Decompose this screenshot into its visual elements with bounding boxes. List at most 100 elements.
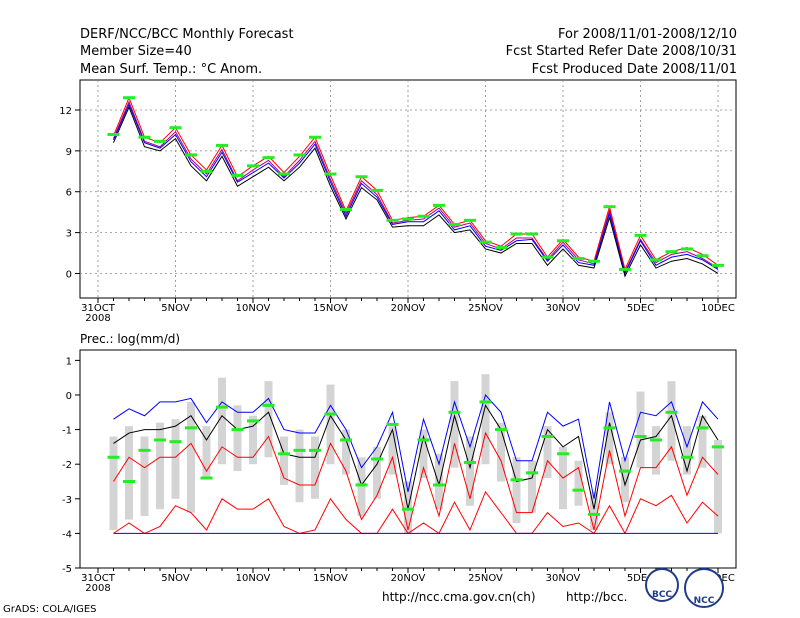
- member-size: Member Size=40: [80, 44, 192, 59]
- x-year-label: 2008: [85, 583, 110, 594]
- x-tick-label: 20NOV: [391, 573, 426, 584]
- spread-box: [326, 384, 335, 465]
- spread-box: [249, 415, 257, 465]
- spread-box: [667, 381, 676, 461]
- observed-marker: [603, 205, 616, 209]
- series-line-ensemble-mean: [113, 105, 719, 278]
- variable-label: Mean Surf. Temp.: °C Anom.: [80, 62, 263, 77]
- observed-marker: [200, 169, 213, 173]
- observed-marker: [541, 255, 554, 259]
- x-tick-label: 10NOV: [236, 573, 271, 584]
- observed-marker: [479, 400, 492, 404]
- observed-marker: [169, 126, 182, 130]
- y-tick-label: -5: [62, 564, 72, 575]
- y-tick-label: 6: [66, 188, 72, 199]
- y-tick-label: 12: [59, 106, 72, 117]
- observed-marker: [510, 478, 523, 482]
- observed-marker: [712, 445, 724, 449]
- spread-box: [574, 460, 583, 506]
- observed-marker: [464, 218, 476, 222]
- observed-marker: [262, 403, 275, 407]
- ncc-logo: NCC: [684, 568, 724, 608]
- observed-marker: [200, 476, 213, 480]
- observed-marker: [541, 435, 554, 439]
- spread-box: [202, 426, 211, 479]
- spread-box: [450, 381, 459, 468]
- spread-box: [187, 401, 195, 513]
- observed-marker: [278, 452, 290, 456]
- observed-marker: [138, 448, 151, 452]
- observed-marker: [402, 217, 414, 221]
- spread-box: [481, 374, 490, 465]
- observed-marker: [293, 448, 306, 452]
- grads-credit: GrADS: COLA/IGES: [3, 604, 97, 615]
- bcc-logo: BCC: [645, 568, 679, 602]
- observed-marker: [185, 153, 197, 157]
- ncc-url: http://ncc.cma.gov.cn(ch): [382, 590, 536, 604]
- x-tick-label: 10NOV: [236, 303, 271, 314]
- x-tick-label: 31OCT: [81, 303, 116, 314]
- observed-marker: [247, 164, 259, 168]
- observed-marker: [278, 172, 290, 176]
- x-tick-label: 25NOV: [468, 303, 503, 314]
- series-line-member-mid: [113, 431, 719, 531]
- observed-marker: [371, 457, 383, 461]
- spread-box: [435, 453, 443, 510]
- spread-box: [357, 457, 366, 517]
- observed-marker: [262, 156, 275, 160]
- x-tick-label: 5NOV: [161, 303, 190, 314]
- observed-marker: [138, 135, 151, 139]
- observed-marker: [340, 438, 352, 442]
- x-tick-label: 5NOV: [161, 573, 190, 584]
- observed-marker: [107, 133, 120, 136]
- observed-marker: [495, 428, 507, 432]
- observed-marker: [665, 410, 678, 414]
- observed-marker: [557, 452, 569, 456]
- spread-box: [636, 391, 645, 468]
- spread-box: [605, 412, 614, 465]
- y-tick-label: -1: [62, 426, 72, 437]
- observed-marker: [479, 240, 492, 244]
- observed-marker: [603, 426, 616, 430]
- observed-marker: [309, 135, 321, 139]
- spread-box: [125, 426, 133, 520]
- y-tick-label: -2: [62, 460, 72, 471]
- spread-box: [621, 457, 629, 503]
- observed-marker: [572, 256, 585, 260]
- x-tick-label: 5DEC: [627, 303, 654, 314]
- observed-marker: [665, 250, 678, 254]
- observed-marker: [185, 426, 197, 430]
- y-tick-label: -3: [62, 495, 72, 506]
- observed-marker: [650, 438, 662, 442]
- observed-marker: [154, 438, 166, 442]
- observed-marker: [588, 259, 600, 263]
- observed-marker: [681, 455, 693, 459]
- observed-marker: [634, 435, 647, 439]
- spread-box: [218, 377, 226, 465]
- x-tick-label: 10DEC: [701, 303, 735, 314]
- spread-box: [388, 426, 397, 475]
- spread-box: [373, 446, 381, 499]
- observed-marker: [309, 448, 321, 452]
- y-tick-label: -4: [62, 529, 72, 540]
- observed-marker: [386, 422, 399, 426]
- y-tick-label: 9: [66, 147, 72, 158]
- x-year-label: 2008: [85, 313, 110, 324]
- observed-marker: [340, 207, 352, 211]
- y-tick-label: 0: [66, 391, 72, 402]
- observed-marker: [293, 153, 306, 157]
- observed-marker: [402, 507, 414, 511]
- observed-marker: [619, 469, 631, 473]
- observed-marker: [696, 426, 709, 430]
- spread-box: [497, 422, 505, 482]
- observed-marker: [619, 267, 631, 271]
- observed-marker: [464, 460, 476, 464]
- spread-box: [512, 457, 521, 524]
- observed-marker: [572, 488, 585, 492]
- series-line-ensemble-max: [113, 96, 719, 271]
- spread-box: [109, 436, 118, 530]
- spread-box: [652, 426, 660, 475]
- observed-marker: [247, 419, 259, 423]
- observed-marker: [510, 232, 523, 236]
